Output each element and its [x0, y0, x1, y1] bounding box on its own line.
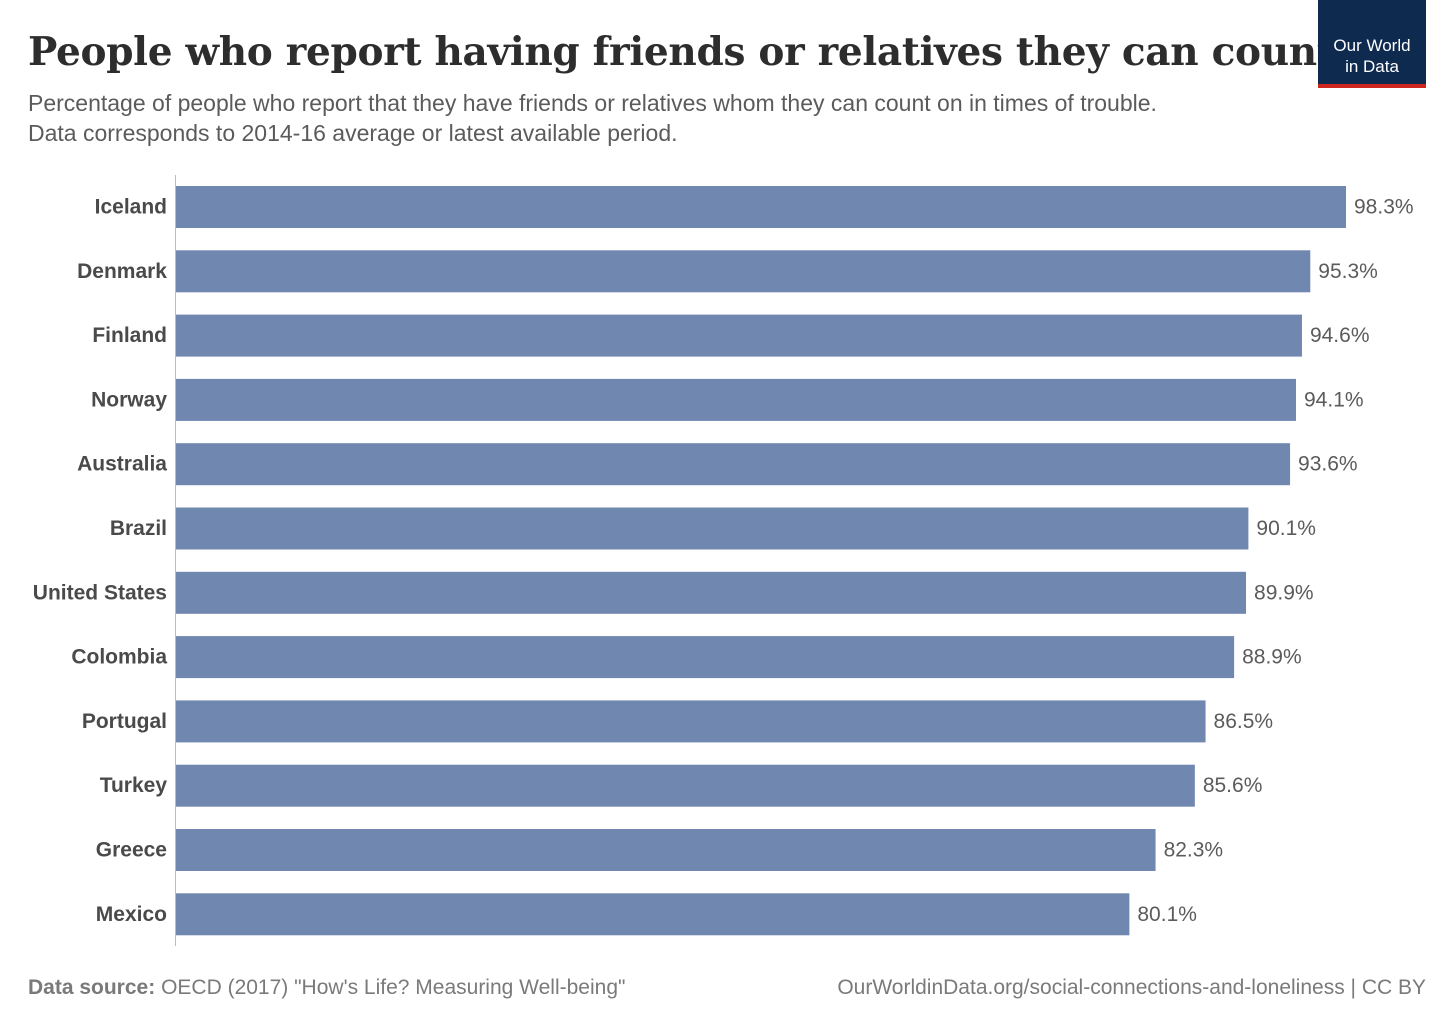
value-label: 90.1%: [1256, 517, 1316, 540]
bar-brazil: [176, 507, 1249, 550]
value-label: 80.1%: [1137, 903, 1197, 926]
owid-logo[interactable]: Our World in Data: [1318, 0, 1426, 88]
bar-turkey: [176, 764, 1195, 807]
category-label: Mexico: [96, 903, 167, 926]
bar-united-states: [176, 571, 1247, 614]
bar-mexico: [176, 893, 1130, 936]
category-label: Turkey: [100, 774, 168, 797]
data-source-text: OECD (2017) "How's Life? Measuring Well-…: [161, 976, 626, 999]
value-label: 89.9%: [1254, 581, 1314, 604]
category-label: Greece: [96, 839, 167, 862]
subtitle-line-2: Data corresponds to 2014-16 average or l…: [28, 120, 678, 146]
logo-line-2: in Data: [1345, 57, 1399, 76]
value-label: 95.3%: [1318, 260, 1378, 283]
bar-portugal: [176, 700, 1206, 743]
data-source-label: Data source:: [28, 976, 156, 999]
bar-greece: [176, 829, 1156, 871]
bar-iceland: [176, 186, 1346, 228]
value-label: 94.6%: [1310, 324, 1370, 347]
value-label: 98.3%: [1354, 196, 1414, 219]
subtitle-line-1: Percentage of people who report that the…: [28, 90, 1157, 116]
data-source: Data source: OECD (2017) "How's Life? Me…: [28, 976, 625, 1000]
url-license-link[interactable]: OurWorldinData.org/social-connections-an…: [837, 976, 1426, 999]
value-label: 94.1%: [1304, 388, 1364, 411]
logo-line-1: Our World: [1333, 36, 1411, 55]
bars-group: Iceland 98.3% Denmark 95.3% Finland 94.6% Norw…: [33, 186, 1414, 936]
value-label: 82.3%: [1164, 839, 1224, 862]
value-label: 88.9%: [1242, 646, 1302, 669]
value-label: 85.6%: [1203, 774, 1263, 797]
category-label: Portugal: [82, 710, 167, 733]
bar-australia: [176, 443, 1291, 486]
category-label: Iceland: [95, 196, 167, 219]
category-label: United States: [33, 581, 167, 604]
category-label: Denmark: [77, 260, 167, 283]
chart-title: People who report having friends or rela…: [28, 29, 1402, 75]
category-label: Colombia: [71, 646, 167, 669]
bar-norway: [176, 378, 1297, 421]
bar-finland: [176, 314, 1302, 357]
value-label: 93.6%: [1298, 453, 1358, 476]
category-label: Australia: [77, 453, 167, 476]
category-label: Norway: [91, 388, 167, 411]
bar-denmark: [176, 250, 1311, 293]
category-label: Brazil: [110, 517, 167, 540]
chart-subtitle: Percentage of people who report that the…: [28, 88, 1157, 148]
value-label: 86.5%: [1214, 710, 1274, 733]
category-label: Finland: [92, 324, 167, 347]
bar-colombia: [176, 636, 1235, 679]
